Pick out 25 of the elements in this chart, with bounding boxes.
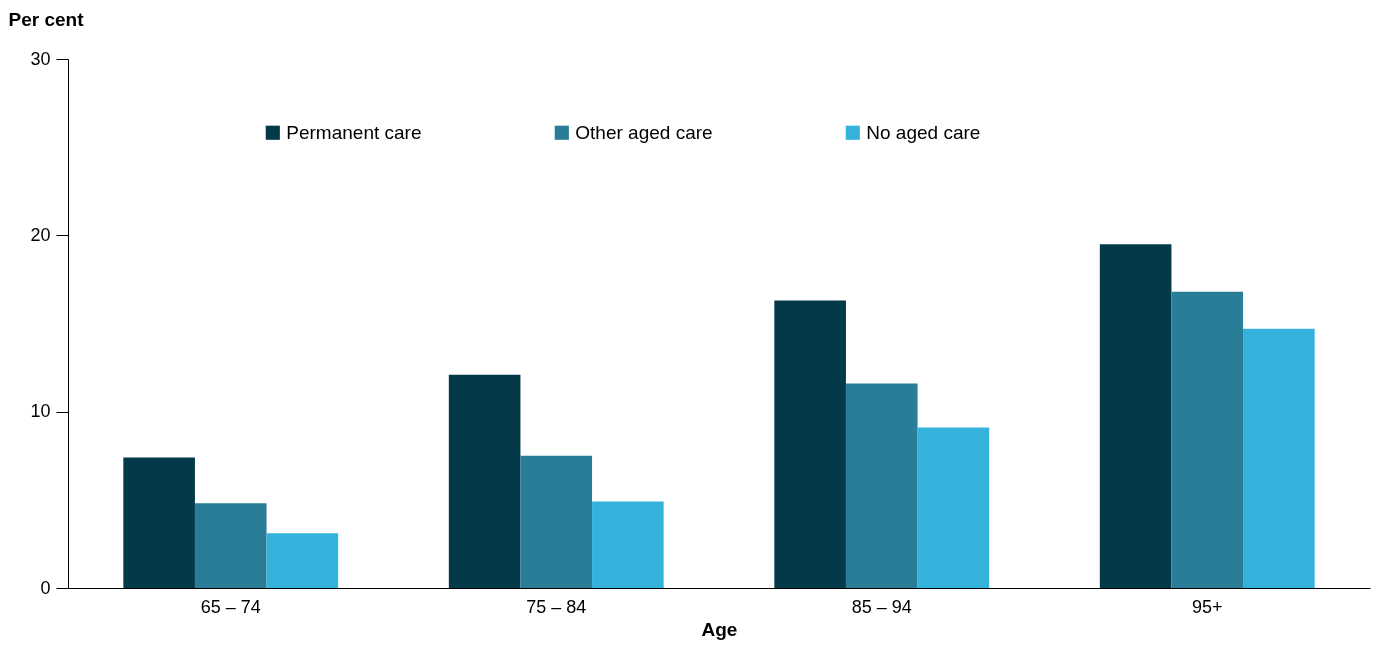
legend-label: No aged care xyxy=(866,121,981,143)
bar xyxy=(123,457,195,588)
y-tick-label: 20 xyxy=(30,224,51,245)
bar xyxy=(1099,244,1172,588)
x-tick-label: 75 – 84 xyxy=(526,596,587,617)
y-tick-label: 10 xyxy=(30,401,51,422)
legend-label: Permanent care xyxy=(286,121,422,143)
y-tick-label: 30 xyxy=(30,48,51,69)
bar xyxy=(266,533,339,588)
bar xyxy=(194,503,267,588)
bar xyxy=(774,300,846,588)
y-axis-title: Per cent xyxy=(8,8,85,30)
x-tick-label: 95+ xyxy=(1191,596,1223,617)
x-tick-label: 65 – 74 xyxy=(200,596,261,617)
bar xyxy=(845,383,918,588)
legend-label: Other aged care xyxy=(575,121,713,143)
bar xyxy=(1171,291,1244,588)
bar xyxy=(520,455,593,588)
bar xyxy=(448,374,521,588)
x-axis-title: Age xyxy=(701,618,738,640)
y-tick-label: 0 xyxy=(40,577,51,598)
x-tick-label: 85 – 94 xyxy=(851,596,912,617)
bar xyxy=(592,501,664,588)
bar xyxy=(917,427,990,588)
bar xyxy=(1243,328,1315,588)
